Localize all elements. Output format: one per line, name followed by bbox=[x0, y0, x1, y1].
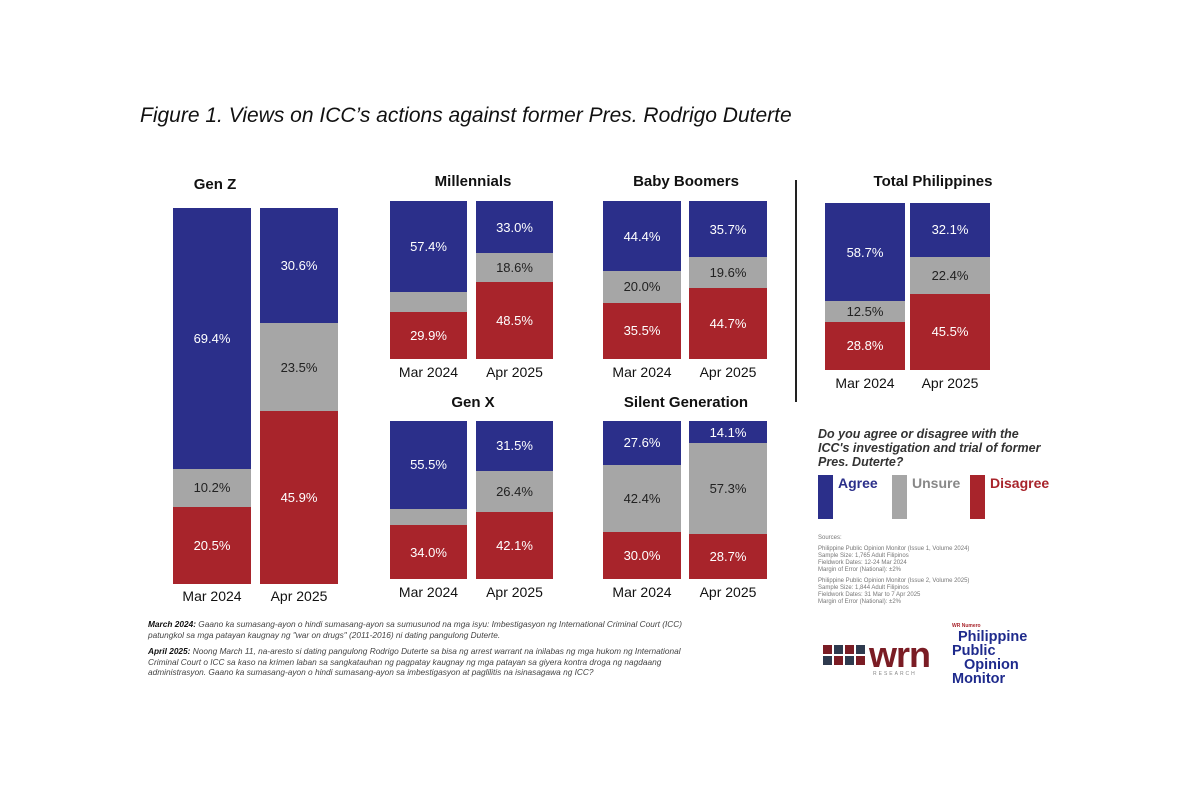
bar-baby-boomers-apr-2025: 35.7% 19.6% 44.7% bbox=[689, 201, 767, 359]
panel-title-baby-boomers: Baby Boomers bbox=[633, 173, 739, 190]
bar-silent-generation-apr-2025: 14.1% 57.3% 28.7% bbox=[689, 421, 767, 579]
source-block: Philippine Public Opinion Monitor (Issue… bbox=[818, 546, 970, 573]
segment-unsure: 23.5% bbox=[260, 323, 338, 412]
segment-agree: 14.1% bbox=[689, 421, 767, 444]
panel-title-total-philippines: Total Philippines bbox=[873, 173, 993, 190]
bar-millennials-apr-2025: 33.0% 18.6% 48.5% bbox=[476, 201, 553, 359]
segment-disagree: 45.9% bbox=[260, 411, 338, 584]
note-lead: April 2025: bbox=[148, 646, 191, 656]
segment-disagree: 28.8% bbox=[825, 321, 905, 370]
legend-label-agree: Agree bbox=[838, 475, 878, 491]
segment-unsure: 12.5% bbox=[825, 301, 905, 322]
segment-unsure bbox=[390, 508, 467, 526]
segment-disagree: 35.5% bbox=[603, 302, 681, 359]
x-tick-label: Apr 2025 bbox=[921, 375, 979, 391]
segment-agree: 57.4% bbox=[390, 201, 467, 292]
segment-disagree: 42.1% bbox=[476, 512, 553, 579]
legend-question: Do you agree or disagree with the ICC's … bbox=[818, 427, 1041, 469]
legend-label-unsure: Unsure bbox=[912, 475, 961, 491]
legend-swatch-unsure bbox=[892, 475, 907, 519]
bar-millennials-mar-2024: 57.4% 29.9% bbox=[390, 201, 467, 359]
figure-title: Figure 1. Views on ICC’s actions against… bbox=[140, 104, 792, 127]
legend-agree: Agree bbox=[818, 475, 878, 519]
bar-silent-generation-mar-2024: 27.6% 42.4% 30.0% bbox=[603, 421, 681, 579]
panel-title-gen-z: Gen Z bbox=[193, 176, 237, 193]
x-tick-label: Apr 2025 bbox=[486, 584, 543, 600]
x-tick-label: Mar 2024 bbox=[398, 584, 459, 600]
segment-agree: 58.7% bbox=[825, 203, 905, 302]
segment-disagree: 44.7% bbox=[689, 288, 767, 359]
panel-title-gen-x: Gen X bbox=[451, 394, 495, 411]
segment-unsure: 18.6% bbox=[476, 253, 553, 283]
segment-disagree: 30.0% bbox=[603, 531, 681, 579]
note-lead: March 2024: bbox=[148, 619, 196, 629]
x-tick-label: Mar 2024 bbox=[612, 364, 672, 380]
segment-unsure: 57.3% bbox=[689, 443, 767, 534]
x-tick-label: Mar 2024 bbox=[398, 364, 459, 380]
x-tick-label: Apr 2025 bbox=[699, 364, 757, 380]
source-block: Philippine Public Opinion Monitor (Issue… bbox=[818, 578, 970, 605]
segment-disagree: 20.5% bbox=[173, 506, 251, 584]
segment-unsure bbox=[390, 291, 467, 312]
segment-agree: 30.6% bbox=[260, 208, 338, 324]
x-tick-label: Mar 2024 bbox=[612, 584, 672, 600]
segment-agree: 44.4% bbox=[603, 201, 681, 272]
x-tick-label: Apr 2025 bbox=[486, 364, 543, 380]
note-text: Noong March 11, na-aresto si dating pang… bbox=[148, 646, 681, 677]
x-tick-label: Mar 2024 bbox=[182, 588, 242, 604]
segment-agree: 27.6% bbox=[603, 421, 681, 465]
wrn-research-logo: wrn RESEARCH bbox=[823, 637, 931, 677]
segment-agree: 32.1% bbox=[910, 203, 990, 257]
legend-unsure: Unsure bbox=[892, 475, 960, 519]
panel-title-silent-generation: Silent Generation bbox=[623, 394, 749, 411]
segment-unsure: 22.4% bbox=[910, 256, 990, 294]
footnotes: March 2024: Gaano ka sumasang-ayon o hin… bbox=[148, 619, 688, 684]
segment-agree: 33.0% bbox=[476, 201, 553, 254]
bar-gen-z-apr-2025: 30.6% 23.5% 45.9% bbox=[260, 208, 338, 584]
note-text: Gaano ka sumasang-ayon o hindi sumasang-… bbox=[148, 619, 683, 640]
legend-label-disagree: Disagree bbox=[990, 475, 1050, 491]
segment-agree: 69.4% bbox=[173, 208, 251, 469]
segment-disagree: 29.9% bbox=[390, 311, 467, 359]
segment-disagree: 48.5% bbox=[476, 282, 553, 359]
segment-unsure: 19.6% bbox=[689, 257, 767, 289]
segment-disagree: 45.5% bbox=[910, 294, 990, 370]
sources-heading: Sources: bbox=[818, 535, 842, 541]
legend-disagree: Disagree bbox=[970, 475, 1049, 519]
bar-gen-z-mar-2024: 69.4% 10.2% 20.5% bbox=[173, 208, 251, 584]
divider bbox=[795, 180, 797, 402]
ppom-logo: WR Numero Philippine Public Opinion Moni… bbox=[952, 623, 1028, 687]
segment-agree: 55.5% bbox=[390, 421, 467, 509]
segment-unsure: 10.2% bbox=[173, 468, 251, 507]
sources: Sources: Philippine Public Opinion Monit… bbox=[818, 535, 1058, 610]
note-2024: March 2024: Gaano ka sumasang-ayon o hin… bbox=[148, 619, 688, 640]
segment-agree: 31.5% bbox=[476, 421, 553, 471]
x-tick-label: Apr 2025 bbox=[699, 584, 757, 600]
x-tick-label: Apr 2025 bbox=[270, 588, 328, 604]
segment-disagree: 34.0% bbox=[390, 525, 467, 579]
segment-agree: 35.7% bbox=[689, 201, 767, 258]
segment-disagree: 28.7% bbox=[689, 533, 767, 579]
bar-total-philippines-apr-2025: 32.1% 22.4% 45.5% bbox=[910, 203, 990, 370]
bar-gen-x-mar-2024: 55.5% 34.0% bbox=[390, 421, 467, 579]
bar-baby-boomers-mar-2024: 44.4% 20.0% 35.5% bbox=[603, 201, 681, 359]
segment-unsure: 42.4% bbox=[603, 464, 681, 532]
segment-unsure: 26.4% bbox=[476, 470, 553, 513]
bar-total-philippines-mar-2024: 58.7% 12.5% 28.8% bbox=[825, 203, 905, 370]
x-tick-label: Mar 2024 bbox=[835, 375, 895, 391]
panel-title-millennials: Millennials bbox=[434, 173, 512, 190]
legend-swatch-disagree bbox=[970, 475, 985, 519]
segment-unsure: 20.0% bbox=[603, 271, 681, 303]
note-2025: April 2025: Noong March 11, na-aresto si… bbox=[148, 646, 688, 678]
legend-swatch-agree bbox=[818, 475, 833, 519]
bar-gen-x-apr-2025: 31.5% 26.4% 42.1% bbox=[476, 421, 553, 579]
